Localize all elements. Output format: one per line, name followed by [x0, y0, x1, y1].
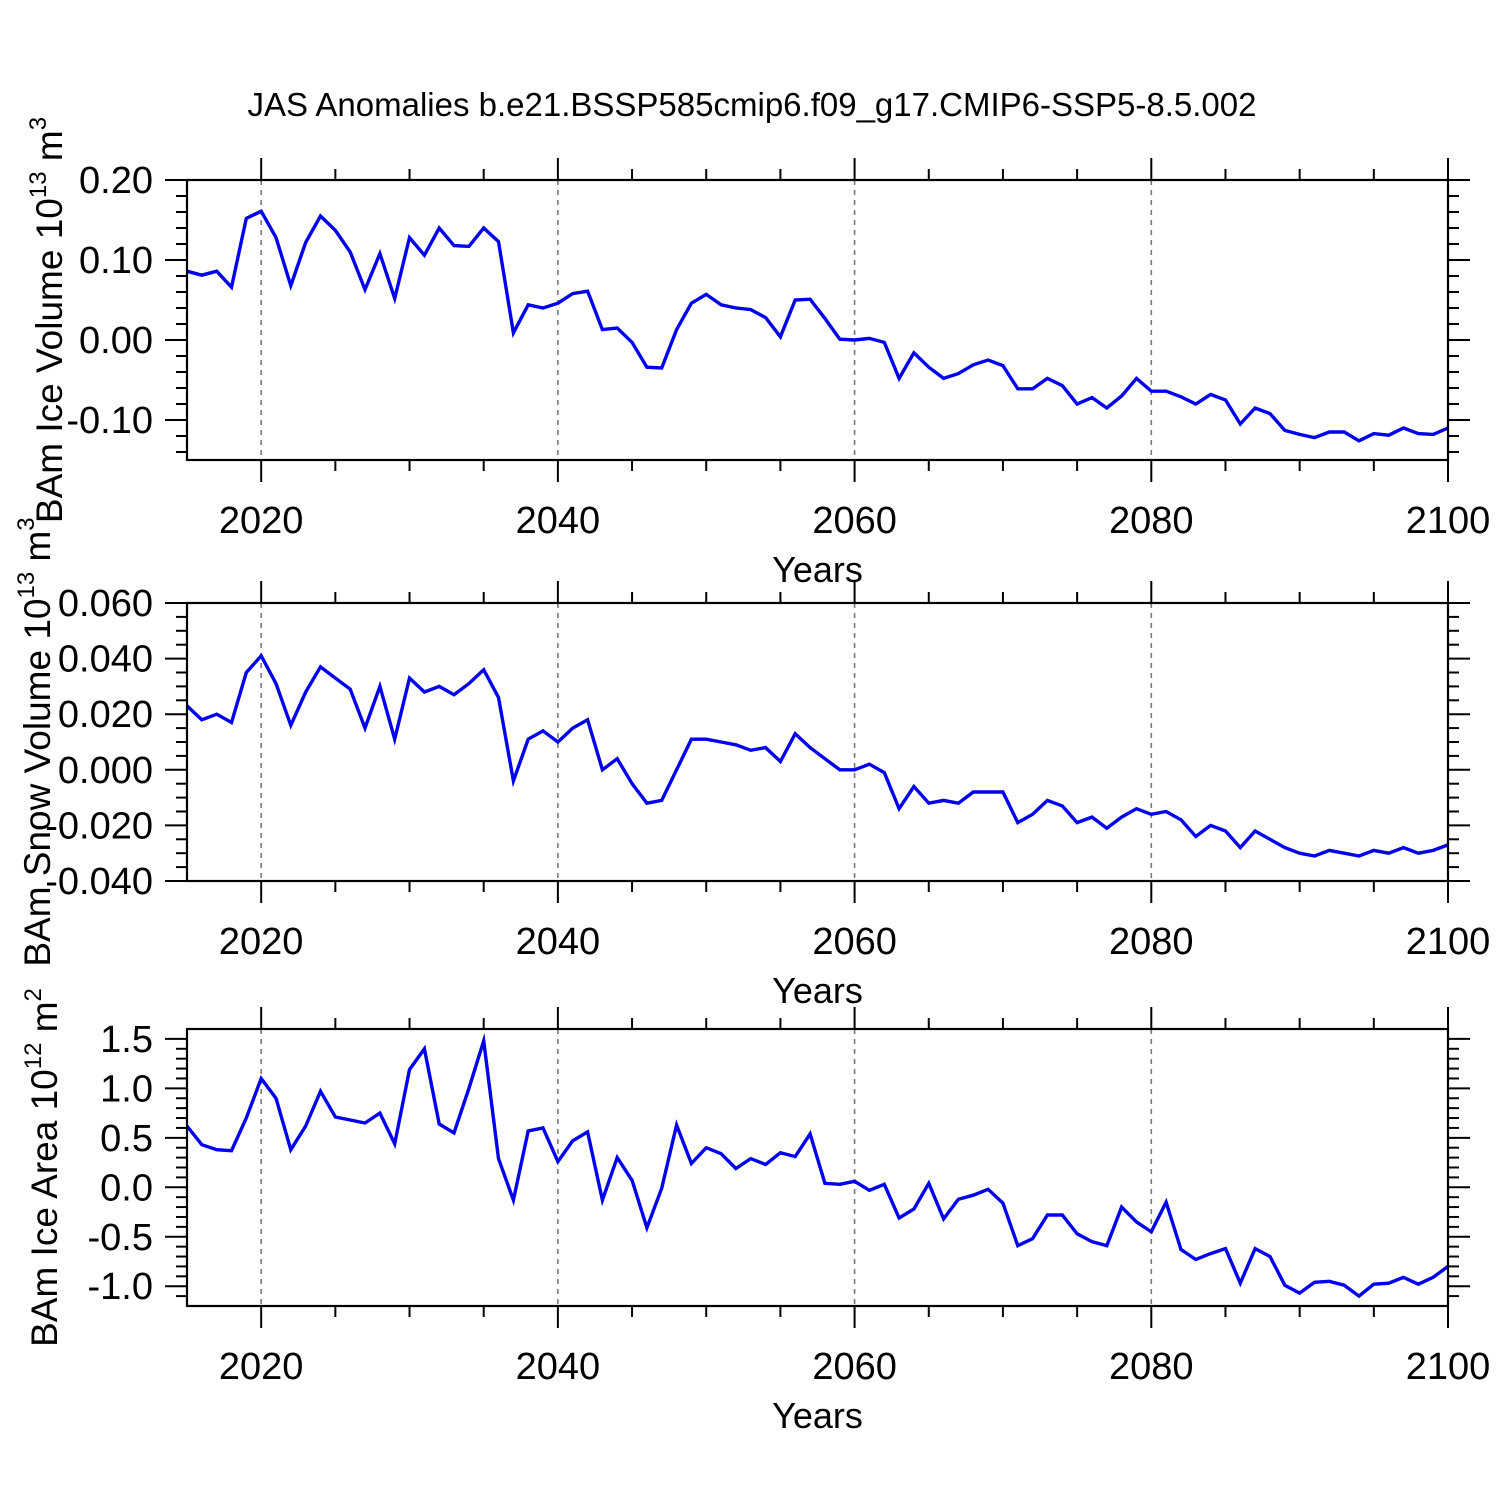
x-tick-labels: 2020 2040 2060 2080 2100	[219, 1346, 1490, 1388]
x-tick-label: 2040	[516, 500, 601, 542]
y-tick-label: 0.0	[100, 1167, 153, 1209]
y-tick-label: 0.000	[58, 750, 153, 792]
x-tick-label: 2040	[516, 1346, 601, 1388]
chart-title: JAS Anomalies b.e21.BSSP585cmip6.f09_g17…	[248, 86, 1257, 123]
panel-snow-volume: 2020 2040 2060 2080 2100 0.060 0.040 0.020 0.000…	[13, 517, 1490, 1011]
x-tick-label: 2060	[812, 921, 897, 963]
y-tick-label: 0.00	[79, 320, 153, 362]
y-tick-label: -0.020	[45, 805, 153, 847]
y-tick-label: 0.20	[79, 160, 153, 202]
x-tick-label: 2020	[219, 921, 304, 963]
ticks	[165, 158, 1470, 482]
y-axis-title: BAm Snow Volume 1013 m3	[13, 517, 58, 966]
ticks	[165, 581, 1470, 903]
x-tick-label: 2100	[1406, 1346, 1491, 1388]
series-line-snow-volume	[185, 652, 1449, 858]
y-axis-title: BAm Ice Area 1012 m2	[20, 988, 65, 1347]
panel-ice-area: 2020 2040 2060 2080 2100 1.5 1.0 0.5 0.0 -0.5 -1.0…	[20, 988, 1490, 1436]
y-tick-label: 0.10	[79, 240, 153, 282]
gridlines	[260, 180, 1153, 460]
y-tick-label: 1.5	[100, 1019, 153, 1061]
plot-border	[185, 178, 1450, 462]
y-tick-label: 0.5	[100, 1118, 153, 1160]
x-tick-label: 2080	[1109, 1346, 1194, 1388]
panel-ice-volume: 2020 2040 2060 2080 2100 0.20 0.10 0.00 -0.10 Yea…	[25, 117, 1490, 590]
x-tick-label: 2060	[812, 500, 897, 542]
x-tick-label: 2040	[516, 921, 601, 963]
plot-border	[185, 601, 1450, 883]
y-tick-label: 0.060	[58, 583, 153, 625]
x-tick-label: 2060	[812, 1346, 897, 1388]
y-tick-label: 0.020	[58, 694, 153, 736]
x-tick-label: 2100	[1406, 500, 1491, 542]
x-axis-title: Years	[772, 549, 863, 590]
y-tick-labels: 0.20 0.10 0.00 -0.10	[66, 160, 153, 442]
x-tick-label: 2020	[219, 500, 304, 542]
y-tick-labels: 0.060 0.040 0.020 0.000 -0.020 -0.040	[45, 583, 153, 903]
x-axis-title: Years	[772, 1395, 863, 1436]
y-axis-title: BAm Ice Volume 1013 m3	[25, 117, 70, 523]
plot-border	[185, 1027, 1450, 1308]
panels-group: 2020 2040 2060 2080 2100 0.20 0.10 0.00 -0.10 Yea…	[13, 117, 1490, 1436]
y-tick-label: -0.10	[66, 400, 153, 442]
x-tick-label: 2080	[1109, 500, 1194, 542]
x-axis-title: Years	[772, 970, 863, 1011]
gridlines	[260, 603, 1153, 881]
gridlines	[260, 1029, 1153, 1306]
y-tick-label: 0.040	[58, 639, 153, 681]
x-tick-label: 2080	[1109, 921, 1194, 963]
series-line-ice-area	[185, 1032, 1450, 1299]
x-tick-label: 2020	[219, 1346, 304, 1388]
y-tick-label: -1.0	[88, 1266, 153, 1308]
y-tick-labels: 1.5 1.0 0.5 0.0 -0.5 -1.0	[88, 1019, 153, 1308]
ticks	[165, 1007, 1470, 1328]
y-tick-label: 1.0	[100, 1068, 153, 1110]
x-tick-labels: 2020 2040 2060 2080 2100	[219, 500, 1490, 542]
x-tick-label: 2100	[1406, 921, 1491, 963]
x-tick-labels: 2020 2040 2060 2080 2100	[219, 921, 1490, 963]
y-tick-label: -0.5	[88, 1217, 153, 1259]
series-line-ice-volume	[186, 208, 1449, 443]
y-tick-label: -0.040	[45, 861, 153, 903]
